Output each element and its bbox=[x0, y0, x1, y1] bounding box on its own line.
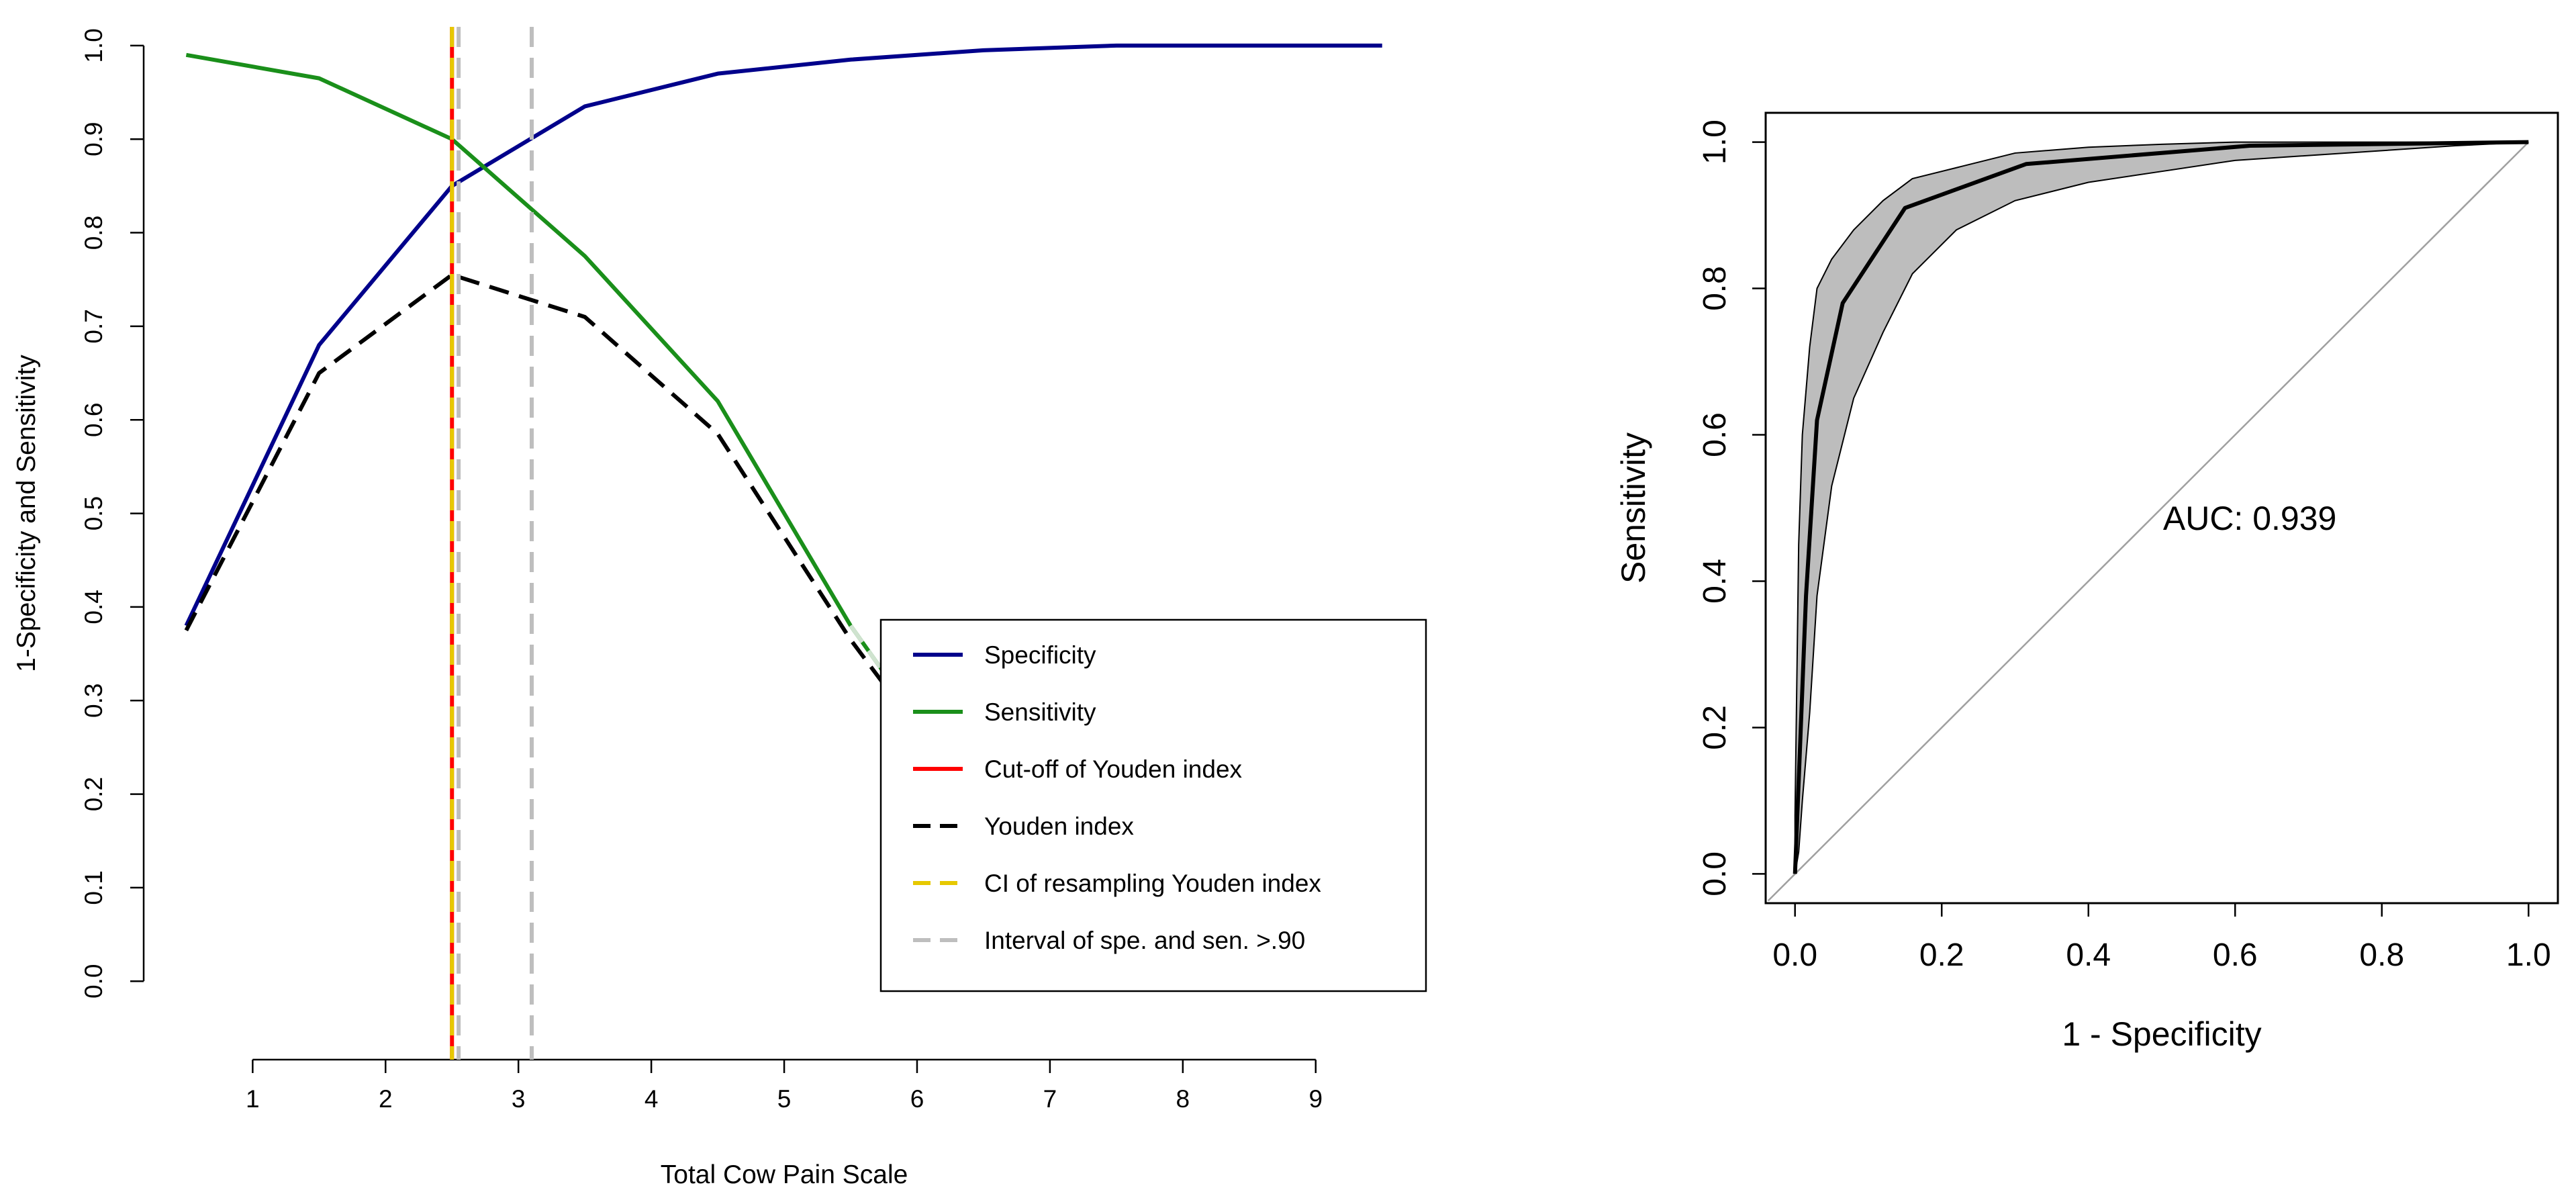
y-tick-label: 0.1 bbox=[80, 870, 107, 905]
x-tick-label: 0.0 bbox=[1772, 937, 1817, 973]
y-tick-label: 1.0 bbox=[1697, 120, 1733, 165]
x-tick-label: 7 bbox=[1043, 1085, 1057, 1113]
y-tick-label: 0.7 bbox=[80, 309, 107, 343]
x-tick-label: 2 bbox=[379, 1085, 393, 1113]
legend-label: Specificity bbox=[984, 641, 1096, 669]
threshold-chart: 1 2 3 4 5 6 7 8 9 0.0 0.1 0.2 0.3 0.4 0.5 0.6 0.7 0.8 0.9 1… bbox=[12, 27, 1427, 1189]
x-tick-label: 0.6 bbox=[2213, 937, 2258, 973]
x-tick-label: 4 bbox=[645, 1085, 659, 1113]
legend-box bbox=[879, 618, 1427, 992]
y-tick-label: 0.4 bbox=[1697, 559, 1733, 604]
legend-label: Youden index bbox=[984, 813, 1134, 840]
x-tick-label: 0.4 bbox=[2066, 937, 2111, 973]
y-tick-label: 1.0 bbox=[80, 28, 107, 62]
y-tick-label: 0.2 bbox=[1697, 705, 1733, 750]
y-tick-label: 0.3 bbox=[80, 684, 107, 718]
legend-label: Cut-off of Youden index bbox=[984, 755, 1243, 783]
x-tick-label: 1 bbox=[246, 1085, 260, 1113]
x-tick-label: 0.8 bbox=[2359, 937, 2404, 973]
y-axis-label: 1-Specificity and Sensitivity bbox=[12, 355, 41, 672]
x-axis-label: 1 - Specificity bbox=[2062, 1015, 2261, 1053]
y-tick-label: 0.9 bbox=[80, 122, 107, 156]
roc-curve bbox=[1793, 140, 2529, 874]
x-tick-label: 8 bbox=[1176, 1085, 1190, 1113]
series-line-specificity bbox=[184, 43, 1382, 627]
x-tick-label: 9 bbox=[1308, 1085, 1323, 1113]
x-tick-label: 6 bbox=[910, 1085, 924, 1113]
y-tick-label: 0.5 bbox=[80, 496, 107, 530]
y-tick-label: 0.6 bbox=[1697, 412, 1733, 457]
legend-label: Sensitivity bbox=[984, 698, 1096, 726]
x-tick-label: 5 bbox=[777, 1085, 792, 1113]
legend-label: Interval of spe. and sen. >.90 bbox=[984, 927, 1305, 954]
x-tick-label: 1.0 bbox=[2506, 937, 2551, 973]
legend-label: CI of resampling Youden index bbox=[984, 870, 1321, 897]
y-tick-label: 0.0 bbox=[80, 964, 107, 999]
chance-diagonal bbox=[1767, 141, 2530, 902]
y-tick-label: 0.8 bbox=[1697, 266, 1733, 311]
y-tick-label: 0.6 bbox=[80, 403, 107, 437]
roc-chart: 0.0 0.2 0.4 0.6 0.8 1.0 0.0 0.2 0.4 0.6 0.8 1.0 1 - … bbox=[1615, 111, 2559, 1053]
y-tick-label: 0.4 bbox=[80, 590, 107, 624]
auc-annotation: AUC: 0.939 bbox=[2163, 500, 2336, 537]
x-axis-label: Total Cow Pain Scale bbox=[661, 1160, 908, 1189]
y-tick-label: 0.2 bbox=[80, 777, 107, 811]
y-axis-label: Sensitivity bbox=[1615, 432, 1652, 584]
x-tick-label: 0.2 bbox=[1919, 937, 1964, 973]
y-tick-label: 0.0 bbox=[1697, 851, 1733, 896]
y-tick-label: 0.8 bbox=[80, 216, 107, 250]
x-tick-label: 3 bbox=[512, 1085, 526, 1113]
